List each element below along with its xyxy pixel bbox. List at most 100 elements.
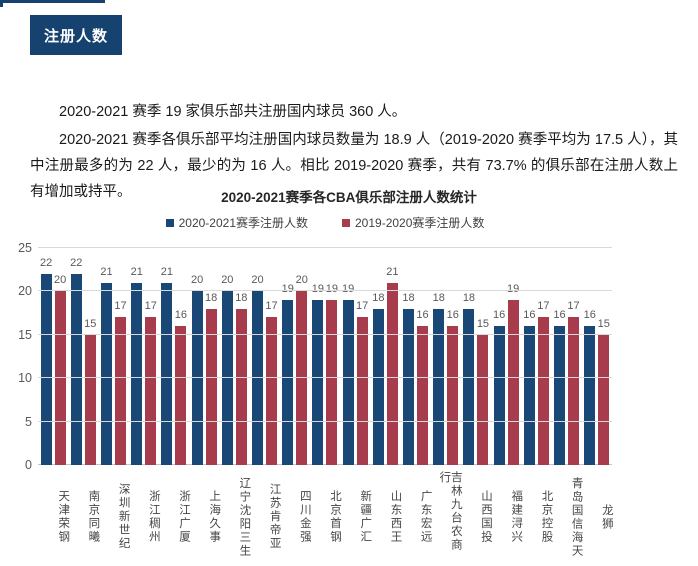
bar-group: 22 20 [38,248,68,465]
bar-group: 21 16 [159,248,189,465]
bar-group: 1619 [491,248,521,465]
bar-2020-2021: 16 [553,309,566,465]
bar-value-label: 21 [386,265,399,278]
y-tick-label: 0 [25,458,32,472]
y-tick-label: 5 [25,415,32,429]
bar-2019-2020: 19 [507,283,519,465]
x-axis-label: 福建浔兴 [510,490,523,544]
legend-label-2019-2020: 2019-2020赛季注册人数 [355,216,485,230]
bar-2019-2020: 18 [205,292,217,465]
bar-2020-2021: 20 [251,274,264,465]
y-tick-label: 15 [18,328,32,342]
bar-group: 1917 [340,248,370,465]
bar-group: 16 15 [582,248,612,465]
bar-value-label: 19 [282,283,294,295]
bar-value-label: 16 [416,309,429,322]
bar-value-label: 20 [221,274,234,287]
bar-value-label: 19 [507,283,519,295]
bar-value-label: 21 [100,265,113,278]
bar-2020-2021: 16 [584,309,596,465]
bar-2019-2020: 21 [386,266,398,465]
bar-2019-2020: 16 [447,309,459,465]
bar-value-label: 18 [235,291,248,304]
y-axis: 0 5 10 15 20 25 [0,241,32,472]
y-tick-label: 20 [18,284,32,298]
paragraph-average-players: 2020-2021 赛季各俱乐部平均注册国内球员数量为 18.9 人（2019-… [30,131,678,200]
cut-off-section-border-tick [0,0,3,7]
bar-value-label: 19 [312,283,324,295]
gridline [38,290,612,291]
bar-2020-2021: 19 [282,283,294,465]
x-axis-label: 辽宁沈阳三生 [238,476,251,558]
bar-2020-2021: 20 [191,274,203,465]
gridline [38,421,612,422]
legend-item-2019-2020: 2019-2020赛季注册人数 [342,214,484,231]
bars-row: 2220221521172117211620182018201719201919… [38,248,612,465]
section-header: 注册人数 [30,15,122,55]
bar-2020-2021: 16 [523,309,535,465]
bar-value-label: 17 [114,300,127,313]
bar-group: 18 16 [400,248,430,465]
bar-value-label: 16 [523,309,536,322]
x-axis-line [38,464,612,465]
legend-marker-blue-icon [165,218,174,227]
bar-2020-2021: 18 [402,292,415,465]
x-axis-label: 南京同曦 [87,490,100,544]
bar-value-label: 22 [39,257,53,269]
bar-value-label: 17 [144,300,157,313]
bar-group: 18 15 [461,248,491,465]
bar-value-label: 20 [53,274,67,287]
y-tick-label: 10 [18,371,32,385]
plot-area: 2220221521172117211620182018201719201919… [38,247,612,465]
bar-value-label: 18 [372,291,385,304]
x-axis-label: 新疆广汇 [359,490,372,544]
bar-2020-2021: 21 [131,266,143,465]
bar-value-label: 18 [402,291,415,304]
bar-2019-2020: 17 [567,300,580,465]
x-axis-label: 浙江稠州 [147,490,160,544]
bar-value-label: 16 [553,309,566,322]
bar-value-label: 22 [70,257,83,269]
bar-2020-2021: 19 [312,283,324,465]
bar-group: 20 18 [219,248,249,465]
bar-2019-2020: 17 [114,300,127,465]
legend-label-2020-2021: 2020-2021赛季注册人数 [178,216,308,230]
bar-value-label: 15 [84,317,97,330]
bar-2020-2021: 22 [40,257,52,465]
bar-value-label: 18 [204,291,218,304]
bar-group: 21 17 [129,248,159,465]
bar-value-label: 16 [446,309,459,322]
bar-2019-2020: 16 [175,309,187,465]
bar-2019-2020: 17 [356,300,368,465]
x-axis-label: 深圳新世纪 [117,483,130,551]
bar-value-label: 19 [326,283,338,295]
cut-off-section-border [3,0,105,3]
chart-legend: 2020-2021赛季注册人数 2019-2020赛季注册人数 [38,214,612,231]
x-axis-label: 浙江广厦 [178,490,191,544]
bar-2020-2021: 21 [100,266,113,465]
x-axis-label: 龙狮 [600,503,613,531]
bar-2019-2020: 17 [537,300,549,465]
bar-value-label: 21 [130,265,143,278]
bar-value-label: 17 [567,300,580,313]
bar-group: 21 17 [98,248,128,465]
x-axis-label: 山西国投 [480,490,493,544]
gridline [38,334,612,335]
x-axis-label: 北京控股 [540,490,553,544]
bar-2019-2020: 18 [235,292,247,465]
bar-2019-2020: 15 [477,318,489,465]
bar-value-label: 17 [537,300,550,313]
bar-2020-2021: 16 [493,309,505,465]
bar-value-label: 21 [160,265,174,278]
gridline [38,377,612,378]
bar-2019-2020: 16 [416,309,429,465]
bar-2020-2021: 18 [372,292,384,465]
x-axis-label: 北京首钢 [329,490,342,544]
bar-2020-2021: 19 [342,283,354,465]
bar-2019-2020: 17 [265,300,278,465]
paragraph-total-players: 2020-2021 赛季 19 家俱乐部共注册国内球员 360 人。 [59,103,407,120]
bar-group: 20 18 [189,248,219,465]
bar-group: 22 15 [68,248,98,465]
bar-group: 20 17 [249,248,279,465]
bar-2019-2020: 20 [54,274,66,465]
